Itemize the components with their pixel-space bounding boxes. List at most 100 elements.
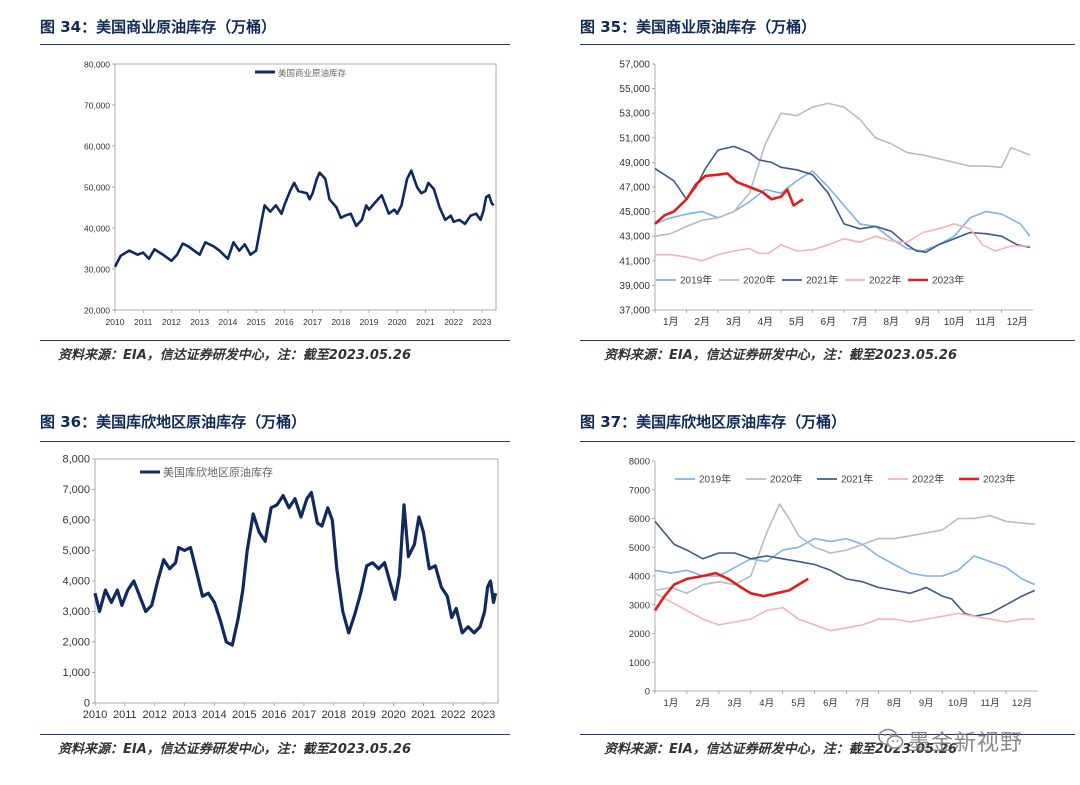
- watermark: 墨金新视野: [878, 724, 1078, 756]
- y-tick-label: 4000: [629, 572, 650, 583]
- x-tick-label: 2012: [142, 709, 166, 721]
- x-tick-label: 1月: [664, 698, 679, 709]
- series-line: [654, 145, 1031, 253]
- y-tick-label: 5000: [629, 543, 650, 554]
- series-line: [654, 503, 1035, 595]
- y-tick-label: 49,000: [619, 158, 650, 169]
- title-underline: [580, 441, 1075, 442]
- x-tick-label: 2023: [471, 709, 495, 721]
- y-tick-label: 55,000: [619, 84, 650, 95]
- x-tick-label: 7月: [852, 316, 868, 328]
- legend-label: 2021年: [841, 473, 873, 486]
- y-tick-label: 60,000: [84, 142, 110, 152]
- legend-label: 2023年: [932, 274, 964, 287]
- y-tick-label: 1,000: [62, 667, 90, 679]
- x-tick-label: 2018: [331, 317, 350, 327]
- y-tick-label: 3,000: [62, 606, 90, 618]
- source-rule: [580, 340, 1075, 341]
- y-tick-label: 39,000: [619, 281, 650, 292]
- chart-commercial-crude-history: 20,000 30,000 40,000 50,000 60,000 70,000 80,0…: [84, 60, 497, 327]
- y-tick-label: 3000: [629, 600, 650, 611]
- data-line: [93, 490, 498, 647]
- y-tick-label: 0: [84, 698, 90, 710]
- x-tick-label: 2014: [218, 317, 237, 327]
- source-rule: [40, 340, 510, 341]
- y-tick-label: 57,000: [619, 60, 650, 71]
- y-tick-label: 6000: [629, 514, 650, 525]
- x-tick-label: 2013: [190, 317, 209, 327]
- legend-label: 2022年: [912, 473, 944, 486]
- y-tick-label: 70,000: [84, 101, 110, 111]
- x-tick-label: 2010: [83, 709, 107, 721]
- x-tick-label: 4月: [759, 698, 774, 709]
- chart-commercial-crude-seasonal: 37,000 39,000 41,000 43,000 45,000 47,000 49,0…: [619, 60, 1033, 328]
- legend-label: 2019年: [699, 473, 731, 486]
- watermark-text: 墨金新视野: [908, 731, 1024, 756]
- x-tick-label: 2019: [351, 709, 375, 721]
- x-tick-label: 11月: [976, 316, 996, 328]
- x-tick-label: 2021: [411, 709, 435, 721]
- chart-title: 图 35：美国商业原油库存（万桶）: [580, 18, 817, 36]
- source-note: 资料来源：EIA，信达证券研发中心，注：截至2023.05.26: [604, 742, 958, 757]
- x-tick-label: 2018: [322, 709, 346, 721]
- source-rule: [580, 734, 1075, 735]
- x-tick-label: 1月: [663, 316, 679, 328]
- x-tick-label: 2023: [472, 317, 491, 327]
- legend-label: 2022年: [869, 274, 901, 287]
- x-tick-label: 2022: [444, 317, 463, 327]
- wechat-icon: [878, 728, 904, 749]
- chart-cushing-crude-seasonal: 0 1000 2000 3000 4000 5000 6000 7000 8000 1月 2月 3月 4…: [629, 457, 1038, 709]
- title-underline: [40, 441, 510, 442]
- x-tick-label: 11月: [980, 698, 999, 709]
- y-tick-label: 43,000: [619, 232, 650, 243]
- series-line: [655, 223, 1030, 262]
- title-underline: [580, 44, 1075, 45]
- x-tick-label: 2017: [292, 709, 316, 721]
- x-tick-label: 2012: [162, 317, 181, 327]
- chart-title: 图 37：美国库欣地区原油库存（万桶）: [580, 413, 847, 431]
- legend-label: 美国商业原油库存: [278, 68, 347, 78]
- y-tick-label: 4,000: [62, 576, 90, 588]
- series-line: [654, 520, 1036, 618]
- source-rule: [40, 734, 510, 735]
- y-tick-label: 47,000: [619, 183, 650, 194]
- y-tick-label: 5,000: [62, 545, 90, 557]
- y-tick-label: 1000: [629, 658, 650, 669]
- series-line: [654, 102, 1031, 237]
- y-tick-label: 41,000: [619, 256, 650, 267]
- chart-title: 图 34：美国商业原油库存（万桶）: [40, 18, 277, 36]
- x-tick-label: 6月: [820, 316, 836, 328]
- y-tick-label: 6,000: [62, 515, 90, 527]
- x-tick-label: 6月: [823, 698, 838, 709]
- legend-label: 美国库欣地区原油库存: [163, 465, 273, 479]
- x-tick-label: 4月: [757, 316, 773, 328]
- y-tick-label: 37,000: [619, 306, 650, 317]
- x-tick-label: 2016: [275, 317, 294, 327]
- legend-label: 2021年: [806, 274, 838, 287]
- legend-label: 2019年: [680, 274, 712, 287]
- legend-label: 2020年: [770, 473, 802, 486]
- x-tick-label: 7月: [855, 698, 870, 709]
- x-tick-label: 2015: [232, 709, 256, 721]
- x-tick-label: 2014: [202, 709, 226, 721]
- x-tick-label: 2017: [303, 317, 322, 327]
- x-tick-label: 2020: [388, 317, 407, 327]
- plot-frame: [94, 458, 499, 704]
- series-line: [654, 172, 804, 225]
- title-underline: [40, 44, 510, 45]
- x-tick-label: 2019: [360, 317, 379, 327]
- x-tick-label: 2015: [247, 317, 266, 327]
- x-tick-label: 5月: [791, 698, 806, 709]
- x-tick-label: 2月: [694, 316, 710, 328]
- source-note: 资料来源：EIA，信达证券研发中心，注：截至2023.05.26: [58, 742, 412, 757]
- x-tick-label: 2016: [262, 709, 286, 721]
- x-tick-label: 9月: [915, 316, 931, 328]
- plot-frame: [114, 63, 497, 311]
- y-tick-label: 2000: [629, 629, 650, 640]
- series-line: [653, 571, 809, 612]
- x-tick-label: 10月: [944, 316, 965, 328]
- y-tick-label: 30,000: [84, 265, 110, 275]
- x-tick-label: 2013: [172, 709, 196, 721]
- legend-label: 2023年: [983, 473, 1015, 486]
- y-tick-label: 20,000: [84, 306, 110, 316]
